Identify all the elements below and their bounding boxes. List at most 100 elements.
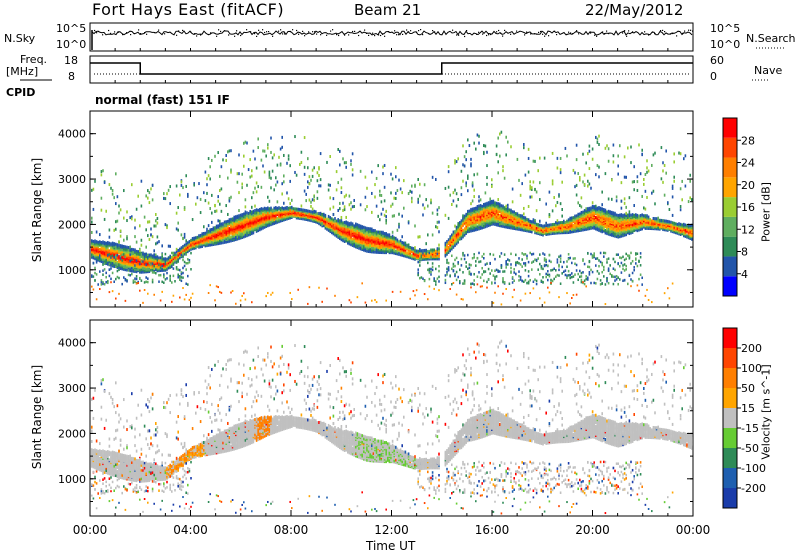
power-cell	[251, 174, 253, 178]
power-cell	[164, 257, 167, 261]
power-cell	[502, 277, 504, 280]
power-cell	[271, 169, 274, 173]
power-cell	[495, 209, 498, 213]
power-cell	[278, 211, 280, 215]
power-cell	[103, 241, 106, 245]
power-cell	[299, 162, 301, 166]
power-cell	[430, 267, 432, 271]
power-cell	[217, 286, 219, 289]
power-cell	[127, 269, 130, 272]
power-cell	[427, 249, 429, 253]
power-cell	[542, 252, 544, 255]
nsearch-point	[336, 34, 338, 36]
power-cell	[385, 299, 387, 302]
power-cell	[545, 272, 547, 276]
power-cell	[551, 223, 554, 227]
power-cell	[391, 202, 394, 206]
power-cell	[307, 166, 309, 170]
power-cell	[230, 217, 232, 221]
power-cell	[307, 209, 309, 213]
power-cell	[539, 181, 541, 185]
power-cell	[489, 200, 491, 204]
power-cell	[175, 247, 178, 251]
power-cell	[353, 224, 355, 228]
nsearch-point	[368, 34, 370, 36]
power-cell	[307, 302, 309, 305]
power-cell	[252, 191, 255, 195]
power-cell	[244, 210, 247, 214]
power-cell	[147, 277, 149, 280]
power-cell	[375, 244, 378, 248]
power-cell	[468, 214, 471, 218]
power-cell	[283, 201, 285, 205]
power-cell	[207, 291, 210, 294]
power-cell	[427, 268, 429, 272]
power-cell	[228, 218, 231, 222]
power-cell	[419, 182, 421, 186]
power-cell	[187, 261, 189, 265]
power-cell	[334, 219, 336, 223]
power-cell	[107, 281, 109, 285]
power-cell	[436, 212, 439, 216]
power-cell	[446, 258, 448, 262]
power-cell	[359, 169, 362, 173]
power-cell	[308, 182, 311, 186]
power-cell	[222, 241, 224, 245]
power-cell	[385, 247, 387, 251]
power-cell	[294, 170, 296, 174]
power-cell	[220, 222, 223, 226]
power-cell	[100, 253, 103, 257]
power-cell	[244, 198, 247, 202]
nsearch-point	[218, 29, 220, 31]
power-cell	[228, 149, 231, 153]
power-cell	[358, 246, 360, 250]
power-cell	[465, 184, 467, 188]
power-cell	[550, 269, 552, 272]
power-cell	[140, 268, 143, 272]
power-cell	[340, 215, 343, 219]
power-cell	[175, 253, 178, 257]
nsearch-point	[486, 34, 488, 37]
power-cell	[382, 172, 384, 176]
power-cell	[539, 273, 541, 276]
power-cell	[188, 298, 191, 301]
power-cell	[113, 259, 115, 263]
power-cell	[175, 266, 178, 269]
power-cell	[172, 274, 175, 278]
power-cell	[153, 264, 155, 268]
power-cell	[350, 159, 352, 163]
power-cell	[206, 177, 208, 181]
power-cell	[463, 257, 466, 261]
power-cell	[159, 273, 162, 277]
power-cell	[462, 298, 464, 301]
power-cell	[478, 271, 480, 274]
power-cell	[182, 236, 184, 240]
power-cell	[350, 229, 352, 233]
power-cell	[523, 253, 525, 256]
power-cell	[276, 200, 279, 204]
power-cell	[454, 230, 456, 234]
power-cell	[532, 180, 535, 184]
power-cell	[279, 163, 282, 167]
power-cell	[116, 255, 119, 259]
power-cell	[185, 174, 187, 178]
power-cell	[534, 219, 536, 223]
power-cell	[167, 244, 170, 248]
power-cell	[153, 293, 155, 296]
nsearch-point	[338, 34, 340, 37]
power-cell	[359, 239, 362, 243]
power-cell	[334, 217, 336, 221]
power-cell	[270, 136, 272, 140]
power-cell	[417, 271, 419, 274]
power-cell	[511, 200, 514, 204]
nsearch-point	[364, 29, 366, 31]
power-cell	[371, 170, 373, 174]
power-cell	[135, 207, 138, 211]
power-cell	[395, 252, 397, 256]
power-cell	[428, 267, 431, 271]
power-cell	[244, 233, 247, 237]
power-cell	[246, 211, 248, 215]
nsearch-point	[510, 33, 512, 35]
power-cell	[337, 218, 339, 222]
power-cell	[535, 279, 538, 283]
